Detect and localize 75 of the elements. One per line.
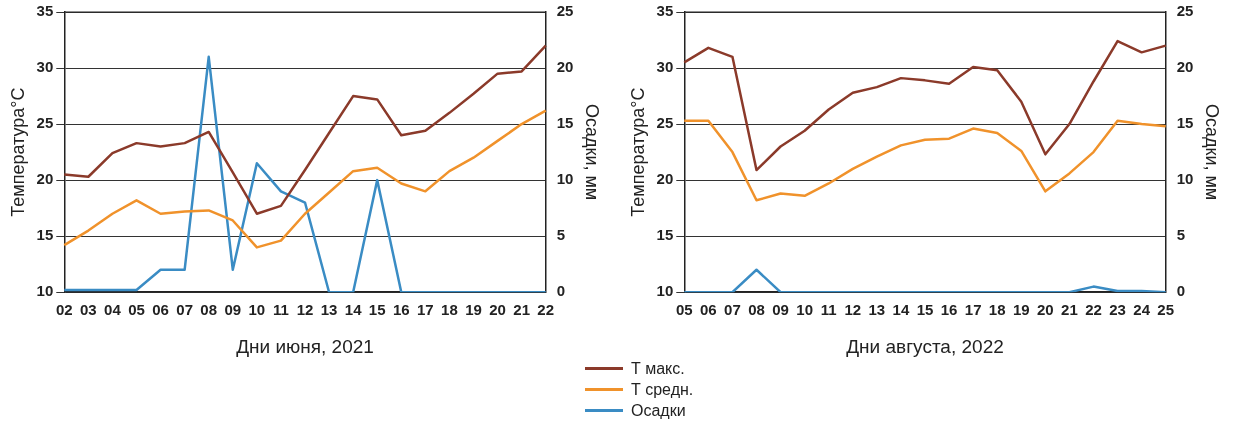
x-tick-label: 10 — [248, 301, 266, 319]
x-tick-label: 22 — [537, 301, 555, 319]
x-tick-label: 13 — [320, 301, 338, 319]
x-tick-label: 12 — [296, 301, 314, 319]
x-tick-label: 04 — [104, 301, 122, 319]
x-tick-label: 13 — [868, 301, 886, 319]
y2-tick-label: 5 — [1176, 226, 1186, 244]
y-tick-label: 10 — [656, 282, 674, 300]
x-tick-label: 24 — [1133, 301, 1151, 319]
y2-axis-title: Осадки, мм — [1202, 104, 1223, 201]
x-tick-label: 23 — [1109, 301, 1126, 319]
legend-label: Осадки — [631, 401, 686, 420]
x-tick-label: 02 — [55, 301, 73, 319]
y-tick-label: 15 — [656, 226, 674, 244]
legend-label: Т средн. — [631, 380, 694, 399]
y2-tick-label: 20 — [556, 58, 574, 76]
x-tick-label: 19 — [1012, 301, 1030, 319]
y-tick-label: 20 — [656, 170, 674, 188]
y2-tick-label: 0 — [556, 282, 566, 300]
x-tick-label: 07 — [176, 301, 193, 319]
x-tick-label: 14 — [892, 301, 910, 319]
y-tick-label: 15 — [36, 226, 54, 244]
x-tick-label: 14 — [344, 301, 363, 319]
y2-tick-label: 15 — [1176, 114, 1194, 132]
y2-tick-label: 25 — [556, 2, 574, 20]
x-tick-label: 17 — [964, 301, 982, 319]
x-tick-label: 16 — [940, 301, 958, 319]
x-tick-label: 03 — [80, 301, 97, 319]
y2-tick-label: 10 — [556, 170, 574, 188]
y2-tick-label: 10 — [1176, 170, 1194, 188]
y-tick-label: 20 — [36, 170, 54, 188]
y-tick-label: 30 — [36, 58, 54, 76]
y-tick-label: 35 — [656, 2, 674, 20]
x-tick-label: 09 — [224, 301, 242, 319]
x-tick-label: 20 — [489, 301, 506, 319]
y-tick-label: 25 — [36, 114, 54, 132]
x-tick-label: 15 — [368, 301, 386, 319]
legend-label: Т макс. — [631, 359, 685, 378]
y-tick-label: 30 — [656, 58, 674, 76]
x-tick-label: 10 — [796, 301, 813, 319]
x-tick-label: 11 — [820, 301, 837, 319]
x-tick-label: 18 — [441, 301, 458, 319]
y-tick-label: 35 — [36, 2, 54, 20]
x-tick-label: 08 — [748, 301, 765, 319]
y-axis-title: Температура°C — [7, 87, 28, 217]
x-tick-label: 08 — [200, 301, 218, 319]
x-tick-label: 17 — [417, 301, 434, 319]
x-tick-label: 06 — [700, 301, 717, 319]
x-tick-label: 19 — [465, 301, 482, 319]
x-tick-label: 16 — [392, 301, 410, 319]
y-tick-label: 25 — [656, 114, 674, 132]
x-tick-label: 21 — [1061, 301, 1078, 319]
x-axis-title: Дни июня, 2021 — [236, 335, 374, 357]
x-tick-label: 09 — [772, 301, 789, 319]
x-tick-label: 21 — [513, 301, 530, 319]
y2-tick-label: 0 — [1176, 282, 1186, 300]
x-tick-label: 20 — [1037, 301, 1054, 319]
x-tick-label: 07 — [724, 301, 741, 319]
y2-tick-label: 25 — [1176, 2, 1194, 20]
y2-tick-label: 5 — [556, 226, 566, 244]
y2-tick-label: 20 — [1176, 58, 1194, 76]
x-tick-label: 06 — [152, 301, 169, 319]
y2-axis-title: Осадки, мм — [582, 104, 603, 201]
x-axis-title: Дни августа, 2022 — [846, 335, 1004, 357]
y-axis-title: Температура°C — [627, 87, 648, 217]
x-tick-label: 15 — [916, 301, 934, 319]
x-tick-label: 18 — [988, 301, 1006, 319]
x-tick-label: 25 — [1157, 301, 1175, 319]
x-tick-label: 05 — [675, 301, 693, 319]
y2-tick-label: 15 — [556, 114, 574, 132]
x-tick-label: 22 — [1085, 301, 1102, 319]
y-tick-label: 10 — [36, 282, 54, 300]
x-tick-label: 11 — [273, 301, 289, 319]
x-tick-label: 12 — [844, 301, 862, 319]
x-tick-label: 05 — [128, 301, 145, 319]
